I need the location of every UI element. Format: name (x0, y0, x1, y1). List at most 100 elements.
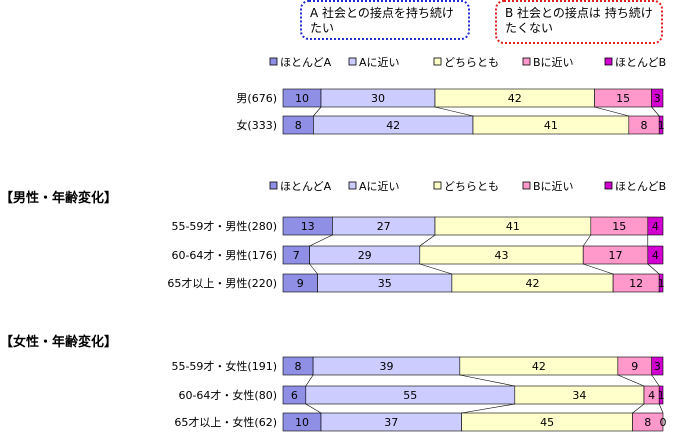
data-label: 41 (506, 220, 520, 233)
bar-segment (651, 356, 664, 376)
data-label: 43 (495, 249, 509, 262)
legend-label: どちらとも (444, 180, 499, 193)
legend-swatch (522, 181, 531, 190)
legend-label: ほとんどB (615, 56, 666, 69)
data-label: 3 (654, 92, 661, 105)
connector-line (594, 106, 629, 117)
data-label: 39 (379, 360, 393, 373)
data-label: 4 (648, 389, 655, 402)
category-label: 60-64才・女性(80) (178, 388, 277, 402)
legend-swatch (433, 181, 442, 190)
data-label: 12 (629, 277, 643, 290)
data-label: 4 (652, 249, 659, 262)
category-label: 65才以上・女性(62) (174, 415, 277, 429)
legend-label: ほとんどA (280, 180, 332, 193)
connector-line (434, 106, 474, 117)
connector-line (461, 403, 515, 414)
connector-line (617, 374, 645, 387)
legend-box-a: A 社会との接点を持ち続けたい (300, 0, 470, 40)
data-label: 34 (572, 389, 586, 402)
data-label: 8 (295, 360, 302, 373)
data-label: 4 (652, 220, 659, 233)
data-label: 13 (301, 220, 315, 233)
legend-label: Aに近い (359, 180, 400, 193)
connector-line (459, 374, 515, 387)
bar-segment (651, 88, 664, 108)
legend-box-b: B 社会との接点は 持ち続けたくない (495, 0, 663, 44)
category-label: 55-59才・女性(191) (171, 359, 277, 373)
data-label: 10 (295, 416, 309, 429)
legend-label: ほとんどA (280, 56, 332, 69)
data-label: 37 (384, 416, 398, 429)
data-label: 8 (295, 119, 302, 132)
connector-line (658, 403, 664, 414)
connector-line (305, 374, 314, 387)
data-label: 8 (644, 416, 651, 429)
data-label: 42 (508, 92, 522, 105)
data-label: 1 (658, 119, 665, 132)
data-label: 15 (616, 92, 630, 105)
connector-line (647, 263, 660, 275)
section-title: 【女性・年齢変化】 (0, 334, 117, 350)
data-label: 27 (377, 220, 391, 233)
legend-swatch (604, 181, 613, 190)
section-title: 【男性・年齢変化】 (0, 190, 117, 206)
category-label: 60-64才・男性(176) (171, 248, 277, 262)
data-label: 15 (612, 220, 626, 233)
connector-line (309, 263, 318, 275)
data-label: 30 (371, 92, 385, 105)
legend-swatch (433, 57, 442, 66)
bar-segment (658, 273, 664, 293)
connector-line (309, 234, 333, 247)
legend-label: Bに近い (533, 180, 574, 193)
data-label: 35 (378, 277, 392, 290)
data-label: 1 (658, 389, 665, 402)
category-label: 65才以上・男性(220) (167, 276, 277, 290)
data-label: 55 (403, 389, 417, 402)
category-label: 男(676) (236, 92, 277, 105)
category-label: 女(333) (236, 118, 277, 132)
data-label: 1 (658, 277, 665, 290)
data-label: 17 (609, 249, 623, 262)
connector-line (651, 374, 660, 387)
data-label: 41 (544, 119, 558, 132)
connector-line (419, 234, 436, 247)
data-label: 6 (291, 389, 298, 402)
bar-segment (658, 115, 664, 135)
data-label: 29 (358, 249, 372, 262)
legend-label: どちらとも (444, 56, 499, 69)
bar-segment (647, 216, 664, 236)
legend-swatch (269, 181, 278, 190)
legend-label: Bに近い (533, 56, 574, 69)
data-label: 42 (386, 119, 400, 132)
legend-swatch (348, 57, 357, 66)
connector-line (419, 263, 452, 275)
connector-line (582, 234, 592, 247)
data-label: 42 (532, 360, 546, 373)
bar-segment (647, 245, 664, 265)
legend-swatch (604, 57, 613, 66)
legend-label: ほとんどB (615, 180, 666, 193)
connector-line (305, 403, 322, 414)
category-label: 55-59才・男性(280) (171, 219, 277, 233)
connector-line (632, 403, 645, 414)
bar-segment (632, 412, 664, 432)
legend-swatch (522, 57, 531, 66)
data-label: 10 (295, 92, 309, 105)
legend-label: Aに近い (359, 56, 400, 69)
data-label: 0 (660, 416, 667, 429)
data-label: 45 (540, 416, 554, 429)
connector-line (583, 263, 614, 275)
connector-line (651, 106, 660, 117)
data-label: 9 (297, 277, 304, 290)
legend-swatch (348, 181, 357, 190)
data-label: 42 (525, 277, 539, 290)
data-label: 8 (641, 119, 648, 132)
data-label: 9 (631, 360, 638, 373)
bar-segment (658, 385, 664, 405)
data-label: 3 (654, 360, 661, 373)
connector-line (313, 106, 322, 117)
data-label: 7 (293, 249, 300, 262)
legend-swatch (269, 57, 278, 66)
